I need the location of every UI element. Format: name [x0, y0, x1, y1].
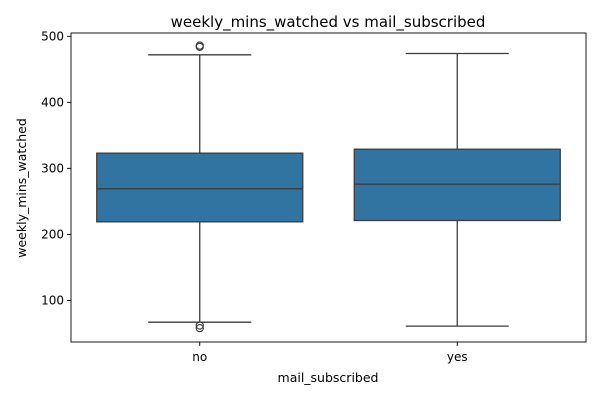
y-tick-label: 300: [41, 162, 64, 176]
x-tick-label: yes: [447, 350, 468, 364]
plot-area: [96, 41, 561, 333]
x-tick-label: no: [192, 350, 207, 364]
outlier-point: [195, 323, 204, 333]
x-axis-label: mail_subscribed: [278, 370, 379, 385]
box-group-no: [96, 41, 304, 333]
y-tick-label: 500: [41, 30, 64, 44]
plot-frame: [70, 32, 587, 343]
outlier-point: [195, 41, 204, 50]
x-axis: no yes: [192, 342, 468, 364]
y-axis: 100 200 300 400 500: [41, 30, 71, 308]
y-tick-label: 200: [41, 228, 64, 242]
chart-title: weekly_mins_watched vs mail_subscribed: [171, 13, 486, 32]
box-group-yes: [353, 52, 561, 327]
y-tick-label: 400: [41, 96, 64, 110]
box-no: [96, 152, 304, 223]
outlier-point: [195, 321, 204, 330]
y-tick-label: 100: [41, 294, 64, 308]
box-yes: [353, 148, 561, 222]
y-axis-label: weekly_mins_watched: [14, 118, 29, 258]
